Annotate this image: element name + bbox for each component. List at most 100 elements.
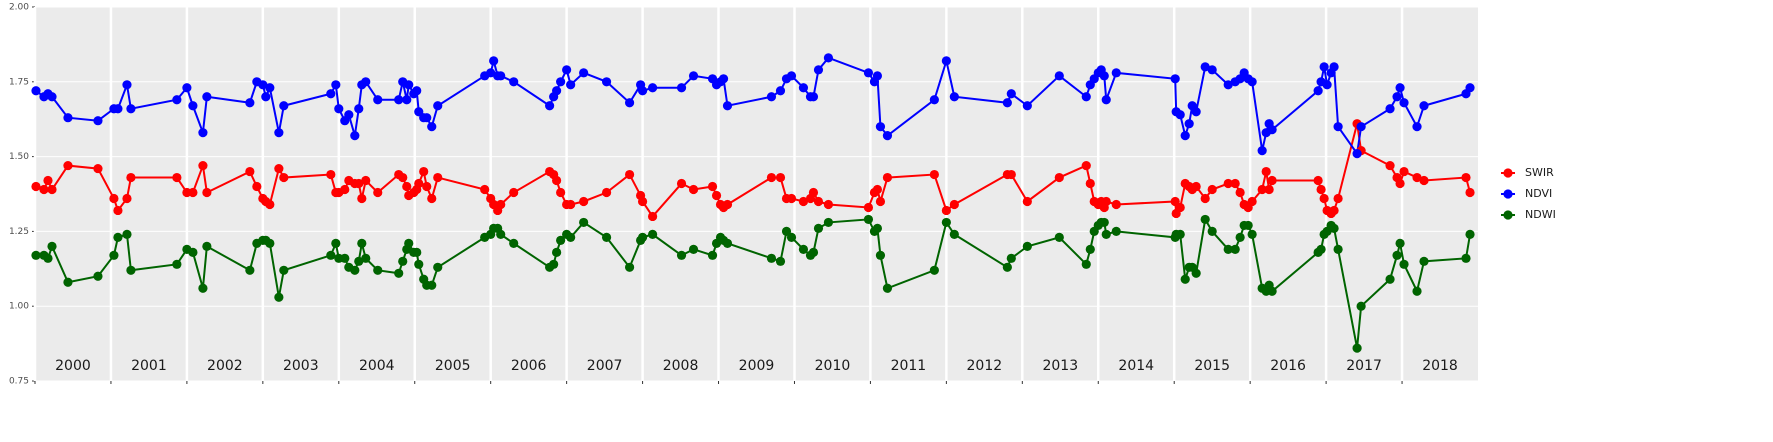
data-point bbox=[126, 104, 136, 114]
y-tick-label: 1.50 bbox=[9, 152, 29, 162]
year-label: 2001 bbox=[131, 358, 167, 374]
data-point bbox=[766, 253, 777, 263]
data-point bbox=[182, 83, 192, 93]
data-point bbox=[808, 187, 819, 198]
year-label: 2012 bbox=[967, 358, 1003, 374]
data-point bbox=[566, 80, 576, 90]
data-point bbox=[1184, 119, 1194, 129]
data-point bbox=[1191, 268, 1201, 278]
data-point bbox=[331, 238, 341, 248]
data-point bbox=[198, 283, 208, 293]
data-point bbox=[579, 68, 589, 78]
data-point bbox=[126, 172, 136, 183]
data-point bbox=[562, 65, 572, 75]
data-point bbox=[1247, 196, 1257, 207]
data-point bbox=[1461, 172, 1471, 183]
data-point bbox=[929, 265, 939, 275]
data-point bbox=[566, 232, 576, 242]
year-label: 2008 bbox=[663, 358, 699, 374]
data-point bbox=[1002, 98, 1012, 108]
year-label: 2018 bbox=[1422, 358, 1458, 374]
data-point bbox=[361, 175, 371, 186]
year-label: 2014 bbox=[1118, 358, 1154, 374]
data-point bbox=[949, 92, 959, 102]
data-point bbox=[949, 229, 959, 239]
data-point bbox=[1352, 343, 1362, 353]
data-point bbox=[265, 238, 275, 248]
data-point bbox=[1180, 274, 1190, 284]
data-point bbox=[198, 160, 208, 171]
data-point bbox=[43, 175, 53, 186]
data-point bbox=[648, 229, 658, 239]
data-point bbox=[637, 232, 648, 242]
data-point bbox=[929, 169, 939, 180]
data-point bbox=[707, 181, 718, 192]
year-label: 2007 bbox=[587, 358, 623, 374]
data-point bbox=[1230, 178, 1240, 189]
year-label: 2016 bbox=[1270, 358, 1306, 374]
data-point bbox=[1319, 193, 1329, 204]
data-point bbox=[648, 83, 658, 93]
data-point bbox=[340, 253, 350, 263]
data-point bbox=[1099, 217, 1109, 228]
data-point bbox=[1054, 232, 1064, 242]
data-point bbox=[688, 184, 699, 195]
y-tick-label: 0.75 bbox=[9, 377, 29, 387]
data-point bbox=[1247, 229, 1257, 239]
data-point bbox=[863, 68, 874, 78]
data-point bbox=[1465, 83, 1475, 93]
data-point bbox=[258, 80, 268, 90]
data-point bbox=[1333, 193, 1343, 204]
data-point bbox=[722, 199, 733, 210]
data-point bbox=[1223, 244, 1233, 254]
data-point bbox=[1333, 244, 1343, 254]
data-point bbox=[1313, 86, 1323, 96]
data-point bbox=[556, 187, 566, 198]
data-point bbox=[823, 217, 834, 228]
data-point bbox=[202, 92, 212, 102]
data-point bbox=[63, 113, 73, 123]
data-point bbox=[1085, 244, 1095, 254]
data-point bbox=[882, 283, 893, 293]
data-point bbox=[722, 238, 733, 248]
data-point bbox=[188, 247, 198, 257]
year-label: 2009 bbox=[739, 358, 775, 374]
data-point bbox=[1385, 274, 1395, 284]
data-point bbox=[1200, 193, 1210, 204]
data-point bbox=[1054, 71, 1064, 81]
data-point bbox=[350, 131, 360, 141]
data-point bbox=[172, 95, 182, 105]
data-point bbox=[31, 181, 41, 192]
data-point bbox=[373, 95, 383, 105]
data-point bbox=[245, 265, 255, 275]
data-point bbox=[676, 83, 687, 93]
data-point bbox=[172, 172, 182, 183]
data-point bbox=[707, 250, 718, 260]
data-point bbox=[394, 95, 404, 105]
data-point bbox=[786, 71, 797, 81]
data-point bbox=[245, 166, 255, 177]
data-point bbox=[427, 280, 437, 290]
data-point bbox=[354, 104, 364, 114]
data-point bbox=[813, 65, 824, 75]
data-point bbox=[872, 223, 883, 234]
data-point bbox=[808, 92, 819, 102]
data-point bbox=[556, 235, 566, 245]
data-point bbox=[823, 53, 834, 63]
data-point bbox=[875, 122, 886, 132]
data-point bbox=[722, 101, 733, 111]
data-point bbox=[354, 256, 364, 266]
y-tick-label: 1.75 bbox=[9, 77, 29, 87]
data-point bbox=[361, 253, 371, 263]
data-point bbox=[1267, 175, 1277, 186]
data-point bbox=[265, 83, 275, 93]
data-point bbox=[1081, 92, 1091, 102]
data-point bbox=[1465, 187, 1475, 198]
data-point bbox=[775, 172, 786, 183]
data-point bbox=[1191, 107, 1201, 117]
data-point bbox=[1412, 286, 1422, 296]
data-point bbox=[331, 80, 341, 90]
data-point bbox=[552, 247, 562, 257]
data-point bbox=[172, 259, 182, 269]
data-point bbox=[1385, 160, 1395, 171]
